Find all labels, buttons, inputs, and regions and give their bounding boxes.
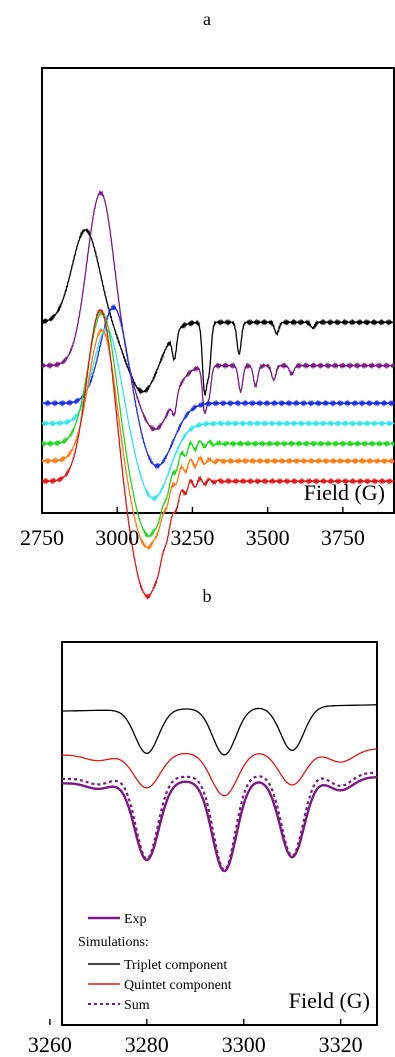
panel-a-frame [41, 67, 395, 514]
panel-a-tick-label: 3750 [321, 525, 365, 550]
panel-b-frame [61, 641, 378, 1026]
panel-a-series-cyan [41, 326, 395, 502]
panel-a-label: a [203, 9, 211, 29]
panel-b-tick-label: 3300 [222, 1032, 266, 1057]
panel-a-series-blue [41, 303, 395, 470]
panel-b-series-triplet [61, 704, 377, 756]
panel-a-series-red [41, 308, 395, 601]
panel-a-tick-label: 2750 [20, 525, 64, 550]
panel-a-series-black [41, 228, 395, 396]
panel-b-x-ticks: 3260 3280 3300 3320 [28, 1019, 363, 1057]
panel-b-tick-label: 3280 [125, 1032, 169, 1057]
panel-a-xlabel: Field (G) [304, 480, 385, 505]
panel-a-tick-label: 3250 [170, 525, 214, 550]
panel-b-tick-label: 3260 [28, 1032, 72, 1057]
legend-title: Simulations: [78, 935, 149, 950]
panel-a-series-orange [41, 327, 395, 551]
panel-a-plot: 2750 3000 3250 3500 3750 Field (G) [20, 67, 395, 601]
panel-a-tick-label: 3500 [246, 525, 290, 550]
panel-b-series [61, 704, 378, 873]
panel-a-tick-label: 3000 [95, 525, 139, 550]
panel-a-series-purple [41, 189, 395, 433]
legend-label-quintet: Quintet component [124, 978, 232, 993]
legend-label-exp: Exp [124, 912, 147, 927]
legend-label-triplet: Triplet component [124, 958, 227, 973]
panel-b-plot: 3260 3280 3300 3320 Exp Simulations: Triple… [28, 641, 378, 1057]
panel-a-x-ticks: 2750 3000 3250 3500 3750 [20, 507, 365, 550]
panel-b-series-quintet [61, 748, 378, 797]
panel-b-legend: Exp Simulations: Triplet component Quint… [78, 912, 232, 1013]
panel-b-xlabel: Field (G) [289, 988, 370, 1013]
panel-a-series-green [41, 309, 395, 538]
panel-a-series [41, 189, 395, 601]
panel-b-label: b [203, 586, 212, 606]
legend-label-sum: Sum [124, 998, 150, 1013]
panel-b-tick-label: 3320 [319, 1032, 363, 1057]
